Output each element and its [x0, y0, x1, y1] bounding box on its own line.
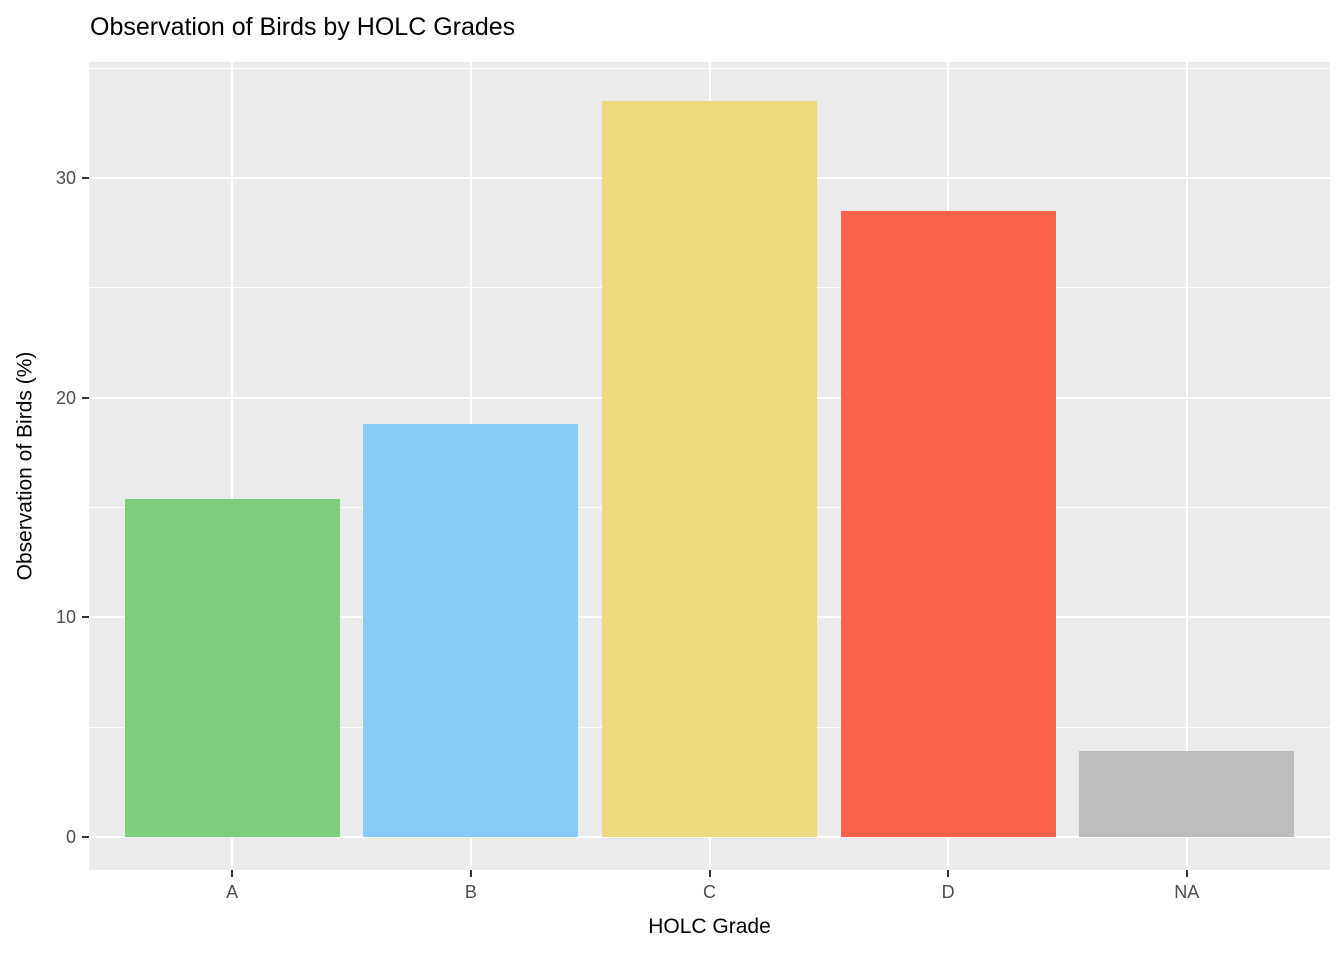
y-tick-mark: [82, 396, 89, 399]
chart-title: Observation of Birds by HOLC Grades: [90, 13, 516, 41]
y-tick-mark: [82, 836, 89, 838]
x-tick-mark: [708, 870, 711, 877]
y-axis-title: Observation of Birds (%): [13, 351, 37, 581]
bar-A: [124, 498, 340, 837]
x-tick-label: NA: [1174, 882, 1200, 902]
x-tick-mark: [469, 870, 472, 877]
x-tick-label: D: [941, 882, 955, 902]
bar-D: [840, 210, 1056, 837]
gridline-vertical: [231, 62, 234, 870]
gridline-vertical: [1185, 62, 1188, 870]
y-tick-mark: [82, 176, 89, 179]
x-tick-label: B: [464, 882, 477, 902]
y-tick-label: 20: [55, 387, 76, 408]
x-tick-mark: [1185, 870, 1188, 877]
x-tick-label: A: [226, 882, 239, 902]
x-tick-mark: [231, 870, 234, 877]
x-tick-label: C: [703, 882, 716, 902]
bar-B: [363, 424, 579, 837]
x-tick-mark: [947, 870, 950, 877]
y-tick-label: 0: [65, 827, 76, 847]
y-tick-mark: [82, 616, 89, 619]
bar-C: [602, 101, 817, 837]
bar-NA: [1079, 751, 1295, 837]
x-axis-title: HOLC Grade: [648, 915, 771, 938]
plot-panel: [89, 62, 1330, 870]
y-tick-label: 30: [55, 167, 76, 188]
y-tick-label: 10: [55, 607, 76, 628]
